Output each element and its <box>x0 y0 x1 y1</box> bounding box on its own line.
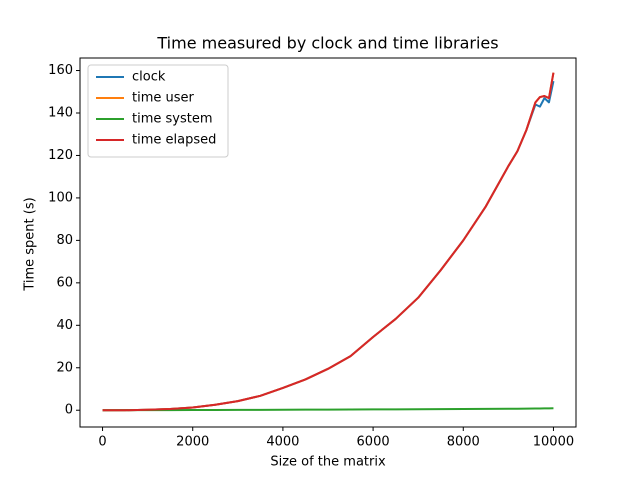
series-line <box>102 407 554 412</box>
x-tick-label: 2000 <box>176 435 209 450</box>
plot-frame <box>79 57 577 428</box>
chart-title: Time measured by clock and time librarie… <box>156 34 498 53</box>
series-line <box>102 72 555 412</box>
y-tick-label: 20 <box>56 360 73 375</box>
legend-label: clock <box>132 70 166 85</box>
x-tick-label: 10000 <box>533 435 574 450</box>
y-tick-label: 0 <box>65 403 73 418</box>
legend-box <box>87 64 229 158</box>
x-tick-label: 0 <box>98 435 106 450</box>
legend-label: time user <box>132 91 195 106</box>
y-tick-label: 120 <box>48 148 73 163</box>
legend-label: time elapsed <box>132 133 216 148</box>
x-axis-label: Size of the matrix <box>270 455 386 470</box>
y-tick-label: 140 <box>48 105 73 120</box>
x-tick-label: 6000 <box>357 435 390 450</box>
y-tick-label: 60 <box>56 275 73 290</box>
y-tick-label: 80 <box>56 233 73 248</box>
legend-label: time system <box>132 112 213 127</box>
x-tick-label: 4000 <box>266 435 299 450</box>
y-tick-label: 160 <box>48 63 73 78</box>
y-axis-label: Time spent (s) <box>23 197 38 291</box>
y-tick-label: 40 <box>56 318 73 333</box>
x-tick-label: 8000 <box>447 435 480 450</box>
y-tick-label: 100 <box>48 190 73 205</box>
